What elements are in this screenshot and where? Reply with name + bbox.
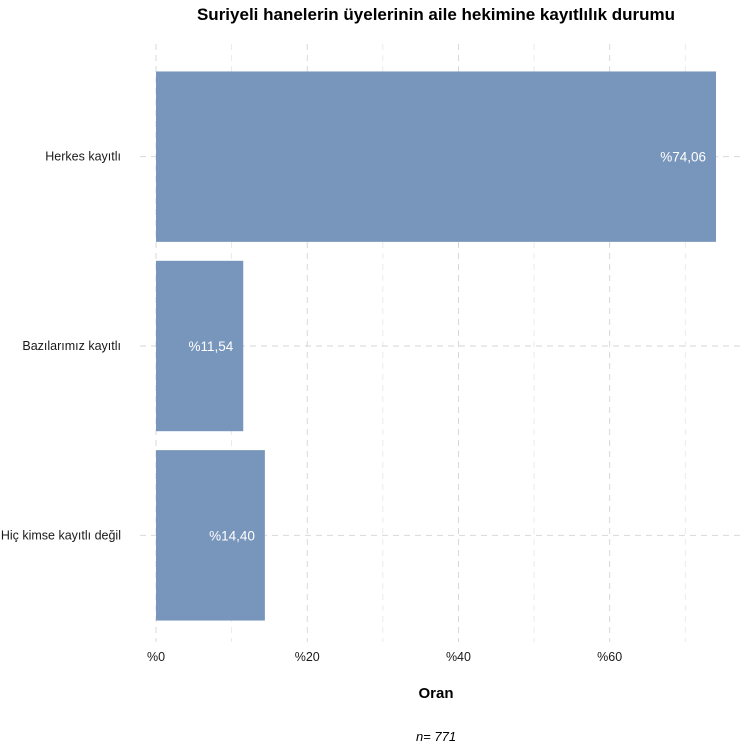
- x-tick-label: %0: [147, 650, 165, 664]
- data-labels: %74,06 %11,54 %14,40: [188, 150, 706, 544]
- category-label: Herkes kayıtlı: [45, 150, 121, 164]
- category-axis-labels: Herkes kayıtlı Bazılarımız kayıtlı Hiç kim…: [1, 150, 121, 543]
- bar: [156, 71, 716, 242]
- x-tick-label: %20: [295, 650, 320, 664]
- bar: [156, 450, 265, 621]
- data-label: %74,06: [660, 150, 706, 165]
- data-label: %14,40: [209, 528, 255, 543]
- x-tick-label: %60: [597, 650, 622, 664]
- chart-title: Suriyeli hanelerin üyelerinin aile hekim…: [197, 5, 675, 24]
- value-axis-tick-labels: %0 %20 %40 %60: [147, 650, 622, 664]
- bars: [156, 71, 716, 621]
- category-label: Hiç kimse kayıtlı değil: [1, 528, 121, 542]
- data-label: %11,54: [188, 339, 233, 354]
- x-axis-title: Oran: [418, 685, 453, 702]
- x-tick-label: %40: [446, 650, 471, 664]
- chart-caption: n= 771: [416, 729, 456, 744]
- bar: [156, 260, 244, 432]
- category-label: Bazılarımız kayıtlı: [22, 339, 121, 353]
